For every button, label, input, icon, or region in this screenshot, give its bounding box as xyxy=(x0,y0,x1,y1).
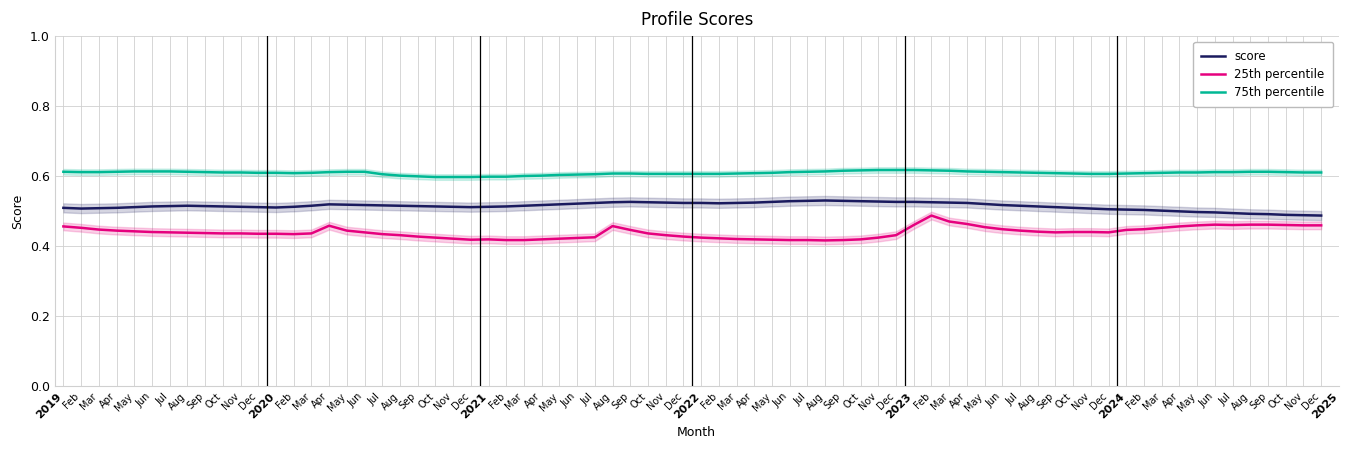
75th percentile xyxy=(428,174,444,180)
Y-axis label: Score: Score xyxy=(11,194,24,229)
25th percentile xyxy=(481,237,497,242)
Title: Profile Scores: Profile Scores xyxy=(640,11,753,29)
75th percentile xyxy=(871,167,887,173)
score xyxy=(55,205,72,211)
25th percentile xyxy=(1314,223,1330,228)
score xyxy=(764,199,780,205)
75th percentile xyxy=(941,168,957,173)
75th percentile xyxy=(1242,169,1258,175)
score xyxy=(923,199,940,205)
75th percentile xyxy=(888,167,905,173)
75th percentile xyxy=(1314,170,1330,175)
25th percentile xyxy=(232,231,248,236)
Line: score: score xyxy=(63,201,1322,216)
25th percentile xyxy=(1242,222,1258,227)
Line: 75th percentile: 75th percentile xyxy=(63,170,1322,177)
score xyxy=(817,198,833,203)
25th percentile xyxy=(871,235,887,240)
75th percentile xyxy=(498,174,514,180)
75th percentile xyxy=(232,170,248,175)
25th percentile xyxy=(817,238,833,243)
score xyxy=(232,204,248,210)
X-axis label: Month: Month xyxy=(678,426,717,439)
25th percentile xyxy=(923,213,940,218)
Line: 25th percentile: 25th percentile xyxy=(63,216,1322,240)
75th percentile xyxy=(782,169,798,175)
25th percentile xyxy=(764,237,780,243)
25th percentile xyxy=(55,224,72,229)
75th percentile xyxy=(55,169,72,175)
score xyxy=(1314,213,1330,218)
25th percentile xyxy=(941,219,957,224)
score xyxy=(481,204,497,210)
score xyxy=(356,202,373,208)
score xyxy=(871,199,887,204)
Legend: score, 25th percentile, 75th percentile: score, 25th percentile, 75th percentile xyxy=(1193,42,1332,107)
